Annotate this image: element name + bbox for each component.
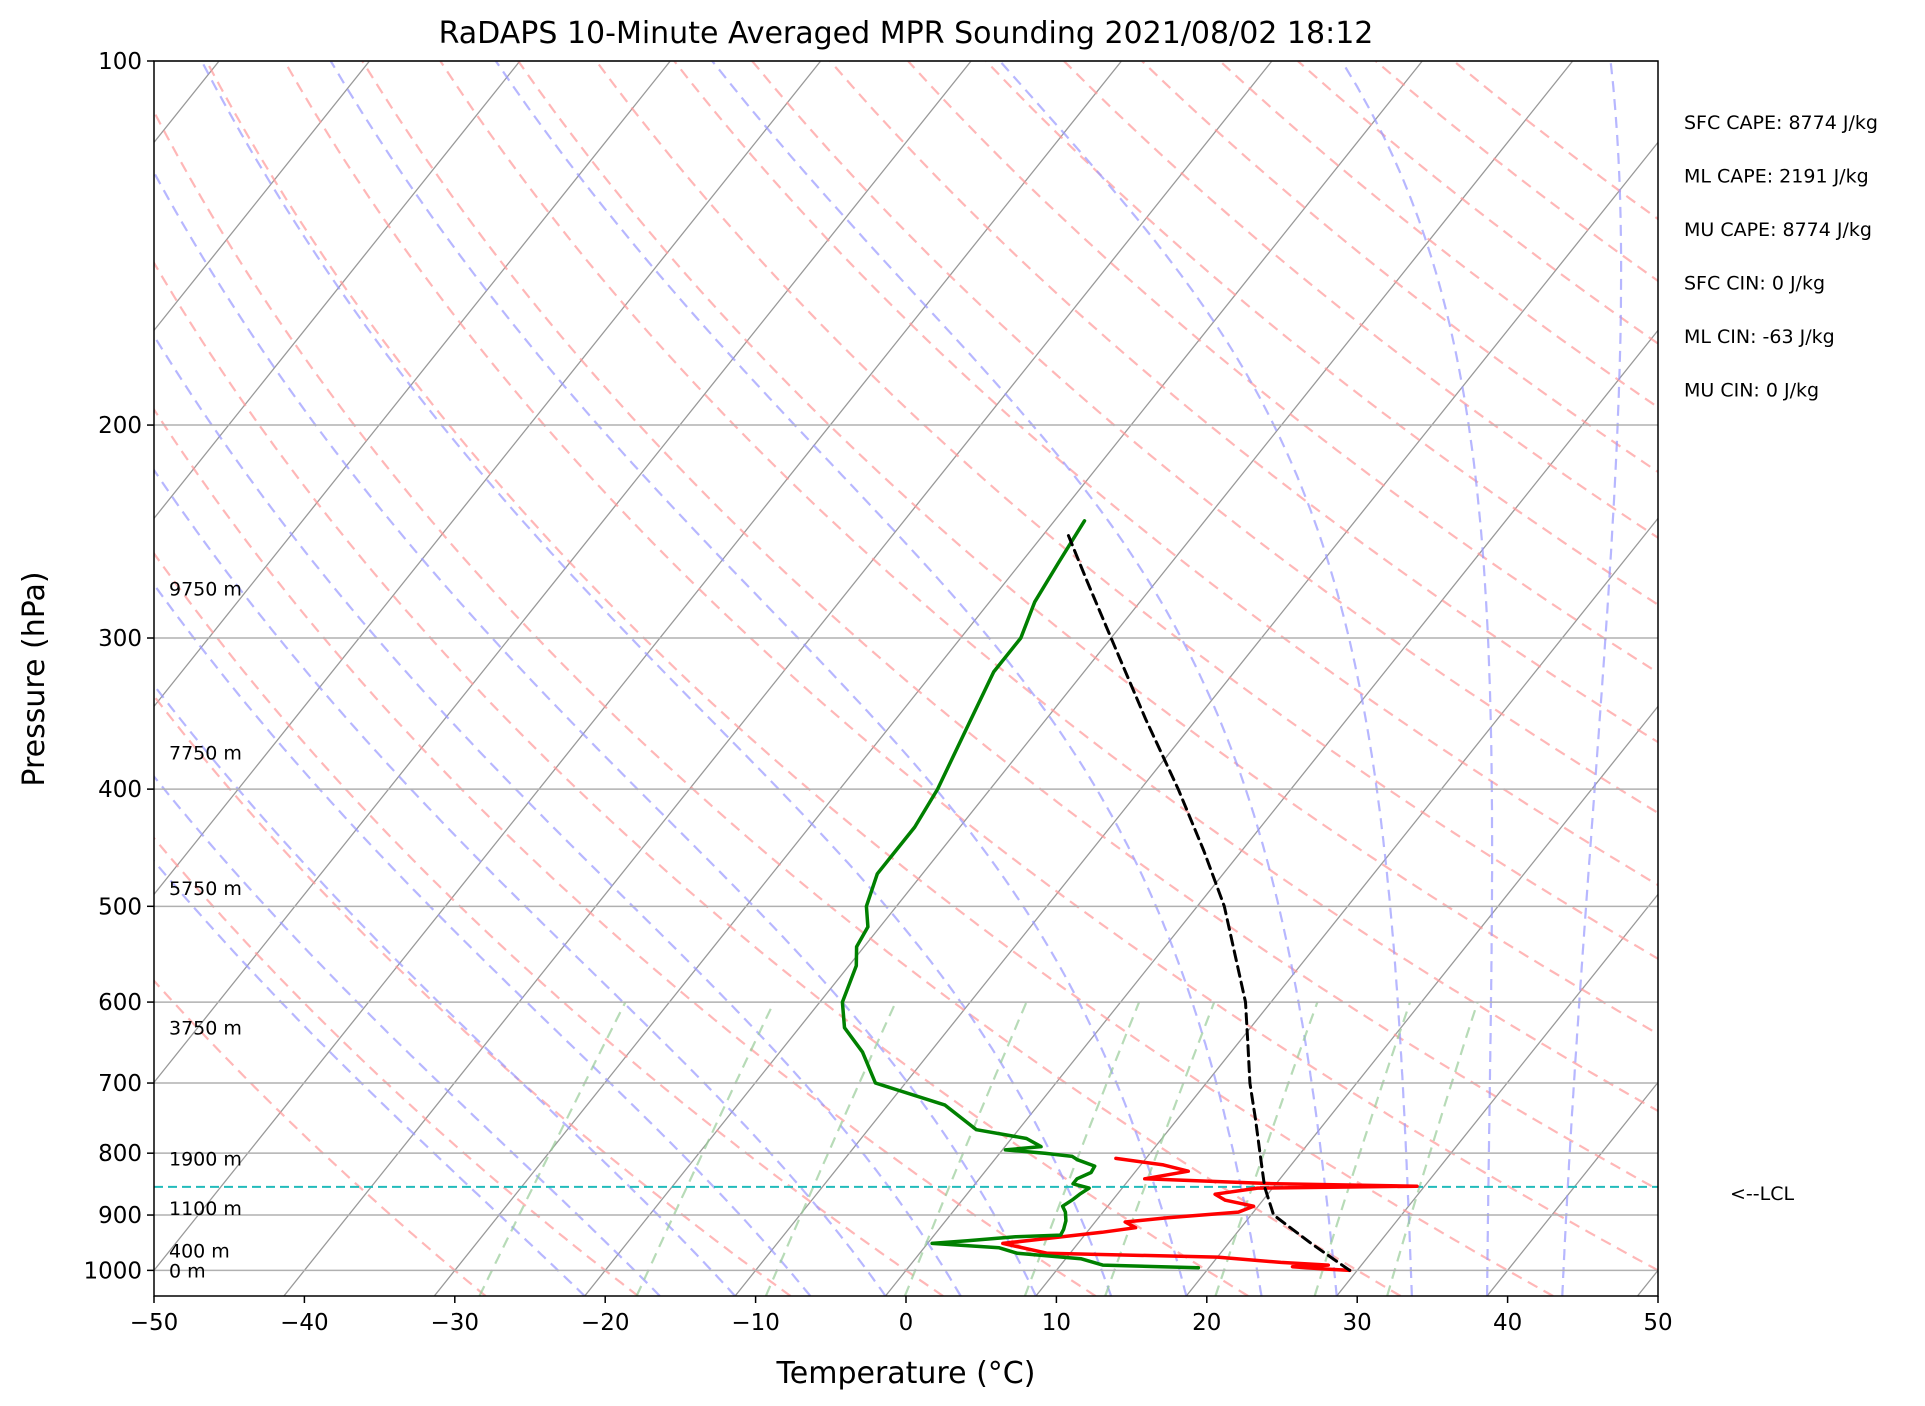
background-lines — [154, 61, 1658, 1296]
height-label: 9750 m — [169, 578, 242, 600]
moist-adiabat-line — [1340, 61, 1494, 1296]
dry-adiabat-line — [751, 61, 1658, 815]
x-tick-label: 20 — [1192, 1310, 1221, 1336]
moist-adiabat-line — [154, 170, 1037, 1296]
y-tick-label: 900 — [98, 1203, 142, 1229]
x-tick-label: −30 — [431, 1310, 480, 1336]
dry-adiabat-line — [283, 61, 1658, 1272]
dry-adiabat-line — [154, 979, 487, 1296]
moist-adiabat-line — [1561, 61, 1623, 1296]
moist-adiabat-line — [329, 61, 1188, 1296]
y-tick-label: 600 — [98, 990, 142, 1016]
y-axis-label: Pressure (hPa) — [17, 571, 52, 786]
moist-adiabat-line — [154, 468, 887, 1296]
x-tick-label: −20 — [581, 1310, 630, 1336]
isotherm-line — [154, 61, 371, 332]
isotherm-line — [433, 61, 1423, 1296]
sounding-traces — [840, 519, 1419, 1273]
x-tick-label: 10 — [1042, 1310, 1071, 1336]
height-label: 1900 m — [169, 1148, 242, 1170]
height-label: 400 m — [169, 1241, 230, 1263]
stat-line: MU CIN: 0 J/kg — [1684, 380, 1819, 402]
mixing-ratio-line — [1386, 1001, 1479, 1296]
isotherm-line — [1486, 1081, 1658, 1296]
isotherm-line — [1185, 705, 1658, 1296]
x-tick-label: −50 — [130, 1310, 179, 1336]
isotherm-line — [584, 61, 1574, 1296]
x-axis-ticks: −50 −40 −30 −20 −10 0 10 20 30 40 50 — [130, 1296, 1673, 1336]
dry-adiabat-line — [985, 61, 1658, 606]
y-tick-label: 700 — [98, 1071, 142, 1097]
x-tick-label: −10 — [731, 1310, 780, 1336]
dry-adiabat-line — [205, 61, 1554, 1296]
chart-title: RaDAPS 10-Minute Averaged MPR Sounding 2… — [439, 16, 1374, 51]
moist-adiabat-line — [200, 61, 1113, 1296]
y-tick-label: 500 — [98, 894, 142, 920]
y-tick-label: 1000 — [83, 1258, 142, 1284]
x-tick-label: 50 — [1643, 1310, 1672, 1336]
mixing-ratio-line — [903, 1001, 1028, 1296]
dry-adiabat-line — [154, 551, 944, 1296]
stat-line: SFC CAPE: 8774 J/kg — [1684, 112, 1878, 134]
stability-indices: SFC CAPE: 8774 J/kg ML CAPE: 2191 J/kg MU … — [1684, 112, 1878, 402]
isotherm-line — [154, 61, 822, 896]
stat-line: ML CAPE: 2191 J/kg — [1684, 166, 1869, 188]
x-tick-label: −40 — [280, 1310, 329, 1336]
isotherm-line — [1035, 517, 1658, 1296]
lcl-label: <--LCL — [1730, 1183, 1794, 1205]
dry-adiabat-line — [154, 694, 792, 1296]
y-tick-label: 300 — [98, 626, 142, 652]
mixing-ratio-line — [635, 1001, 775, 1296]
stat-line: MU CAPE: 8774 J/kg — [1684, 219, 1872, 241]
height-label: 0 m — [169, 1260, 206, 1282]
dry-adiabat-line — [361, 61, 1658, 1191]
dry-adiabat-line — [154, 407, 1097, 1296]
x-tick-label: 0 — [899, 1310, 914, 1336]
isotherm-line — [884, 329, 1658, 1296]
x-tick-label: 30 — [1343, 1310, 1372, 1336]
temperature-trace — [1001, 1156, 1419, 1273]
moist-adiabat-line — [998, 61, 1413, 1296]
isotherm-line — [154, 61, 1123, 1272]
y-tick-label: 200 — [98, 413, 142, 439]
isotherm-line — [154, 61, 972, 1084]
moist-adiabat-line — [154, 683, 736, 1296]
dry-adiabat-line — [439, 61, 1658, 1113]
mixing-ratio-line — [478, 1001, 627, 1296]
height-label: 5750 m — [169, 878, 242, 900]
moist-adiabat-line — [154, 859, 586, 1296]
x-tick-label: 40 — [1493, 1310, 1522, 1336]
stat-line: ML CIN: -63 J/kg — [1684, 326, 1835, 348]
dry-adiabat-line — [154, 109, 1402, 1296]
moist-adiabat-line — [494, 61, 1263, 1296]
isotherm-line — [1336, 893, 1658, 1296]
parcel-trace — [1065, 530, 1352, 1272]
y-axis-ticks: 100 200 300 400 500 600 700 800 900 1000 — [83, 49, 154, 1284]
height-labels: 9750 m 7750 m 5750 m 3750 m 1900 m 1100 m 400 … — [169, 578, 242, 1282]
mixing-ratio-line — [1023, 1001, 1141, 1296]
height-label: 7750 m — [169, 742, 242, 764]
dry-adiabat-line — [154, 260, 1249, 1296]
height-label: 3750 m — [169, 1018, 242, 1040]
stat-line: SFC CIN: 0 J/kg — [1684, 273, 1825, 295]
x-axis-label: Temperature (°C) — [776, 1356, 1036, 1391]
y-tick-label: 400 — [98, 777, 142, 803]
mixing-ratio-line — [1104, 1001, 1216, 1296]
moist-adiabat-line — [154, 582, 812, 1296]
height-label: 1100 m — [169, 1198, 242, 1220]
isotherm-line — [283, 61, 1273, 1296]
dewpoint-trace — [840, 519, 1201, 1270]
moist-adiabat-line — [154, 774, 661, 1296]
y-tick-label: 800 — [98, 1141, 142, 1167]
y-tick-label: 100 — [98, 49, 142, 75]
dry-adiabat-line — [154, 836, 639, 1296]
mixing-ratio-line — [1313, 1001, 1412, 1296]
isotherm-line — [154, 61, 521, 520]
moist-adiabat-line — [154, 333, 962, 1296]
dry-adiabat-line — [829, 61, 1658, 744]
dry-adiabat-line — [517, 61, 1658, 1036]
